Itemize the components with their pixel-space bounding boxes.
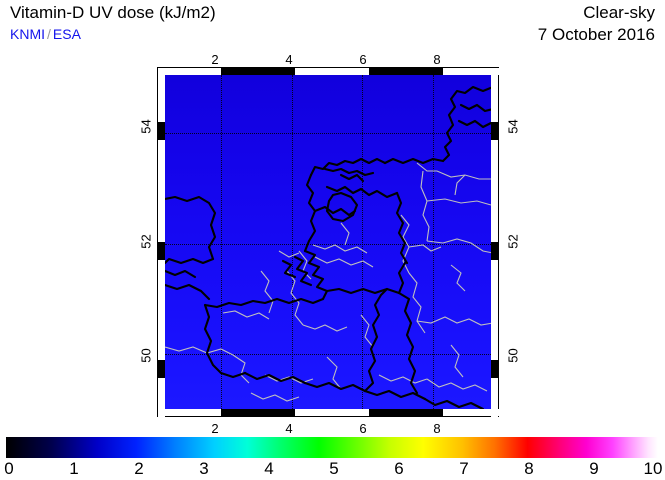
xtick-bottom-6: 6	[359, 421, 367, 436]
credit-line: KNMI / ESA	[10, 26, 81, 43]
credit-knmi: KNMI	[10, 26, 45, 42]
frame-seg	[158, 260, 165, 360]
colorbar-gradient	[6, 437, 658, 458]
ytick-right-52: 52	[505, 234, 521, 249]
ytick-left-52: 52	[138, 234, 154, 249]
axis-frame-bottom	[158, 409, 500, 416]
frame-seg	[491, 68, 498, 122]
map-plot	[157, 67, 500, 418]
uv-dose-field	[165, 75, 493, 411]
colorbar-tick-4: 4	[264, 459, 274, 478]
date-label: 7 October 2016	[537, 25, 655, 44]
map-canvas	[165, 75, 493, 411]
colorbar-tick-1: 1	[69, 459, 79, 478]
xtick-top-2: 2	[211, 52, 219, 67]
frame-seg	[158, 409, 221, 416]
frame-seg	[158, 140, 165, 242]
coastline-and-borders	[165, 85, 493, 411]
xtick-bottom-8: 8	[433, 421, 441, 436]
xtick-top-6: 6	[359, 52, 367, 67]
frame-seg	[295, 68, 369, 75]
sky-condition-label: Clear-sky	[583, 3, 655, 22]
ytick-right-54: 54	[505, 119, 521, 134]
frame-seg	[158, 68, 165, 122]
frame-seg	[443, 68, 500, 75]
ytick-right-50: 50	[505, 348, 521, 363]
colorbar-tick-0: 0	[4, 459, 14, 478]
header: Vitamin-D UV dose (kJ/m2) KNMI / ESA Clear…	[0, 0, 665, 52]
axis-frame-right	[491, 68, 498, 418]
axis-frame-top	[158, 68, 500, 75]
admin-boundaries	[165, 162, 493, 402]
colorbar-tick-3: 3	[199, 459, 209, 478]
credit-esa: ESA	[52, 26, 81, 42]
frame-seg	[443, 409, 500, 416]
ytick-left-50: 50	[138, 348, 154, 363]
frame-seg	[158, 378, 165, 418]
frame-seg	[295, 409, 369, 416]
xtick-top-4: 4	[285, 52, 293, 67]
xtick-bottom-4: 4	[285, 421, 293, 436]
frame-seg	[491, 140, 498, 242]
colorbar-tick-9: 9	[589, 459, 599, 478]
page-title: Vitamin-D UV dose (kJ/m2)	[10, 3, 216, 22]
frame-seg	[158, 68, 221, 75]
axis-frame-left	[158, 68, 165, 418]
xtick-top-8: 8	[433, 52, 441, 67]
colorbar-tick-6: 6	[394, 459, 404, 478]
colorbar-tick-10: 10	[643, 459, 663, 478]
colorbar-tick-2: 2	[134, 459, 144, 478]
map-vector-overlay	[165, 85, 493, 411]
xtick-bottom-2: 2	[211, 421, 219, 436]
frame-seg	[491, 260, 498, 360]
ytick-left-54: 54	[138, 119, 154, 134]
credit-separator: /	[47, 26, 51, 42]
frame-seg	[491, 378, 498, 418]
colorbar-tick-8: 8	[524, 459, 534, 478]
colorbar-tick-5: 5	[329, 459, 339, 478]
colorbar-tick-7: 7	[459, 459, 469, 478]
plot-frame	[157, 67, 500, 418]
colorbar	[6, 437, 658, 458]
